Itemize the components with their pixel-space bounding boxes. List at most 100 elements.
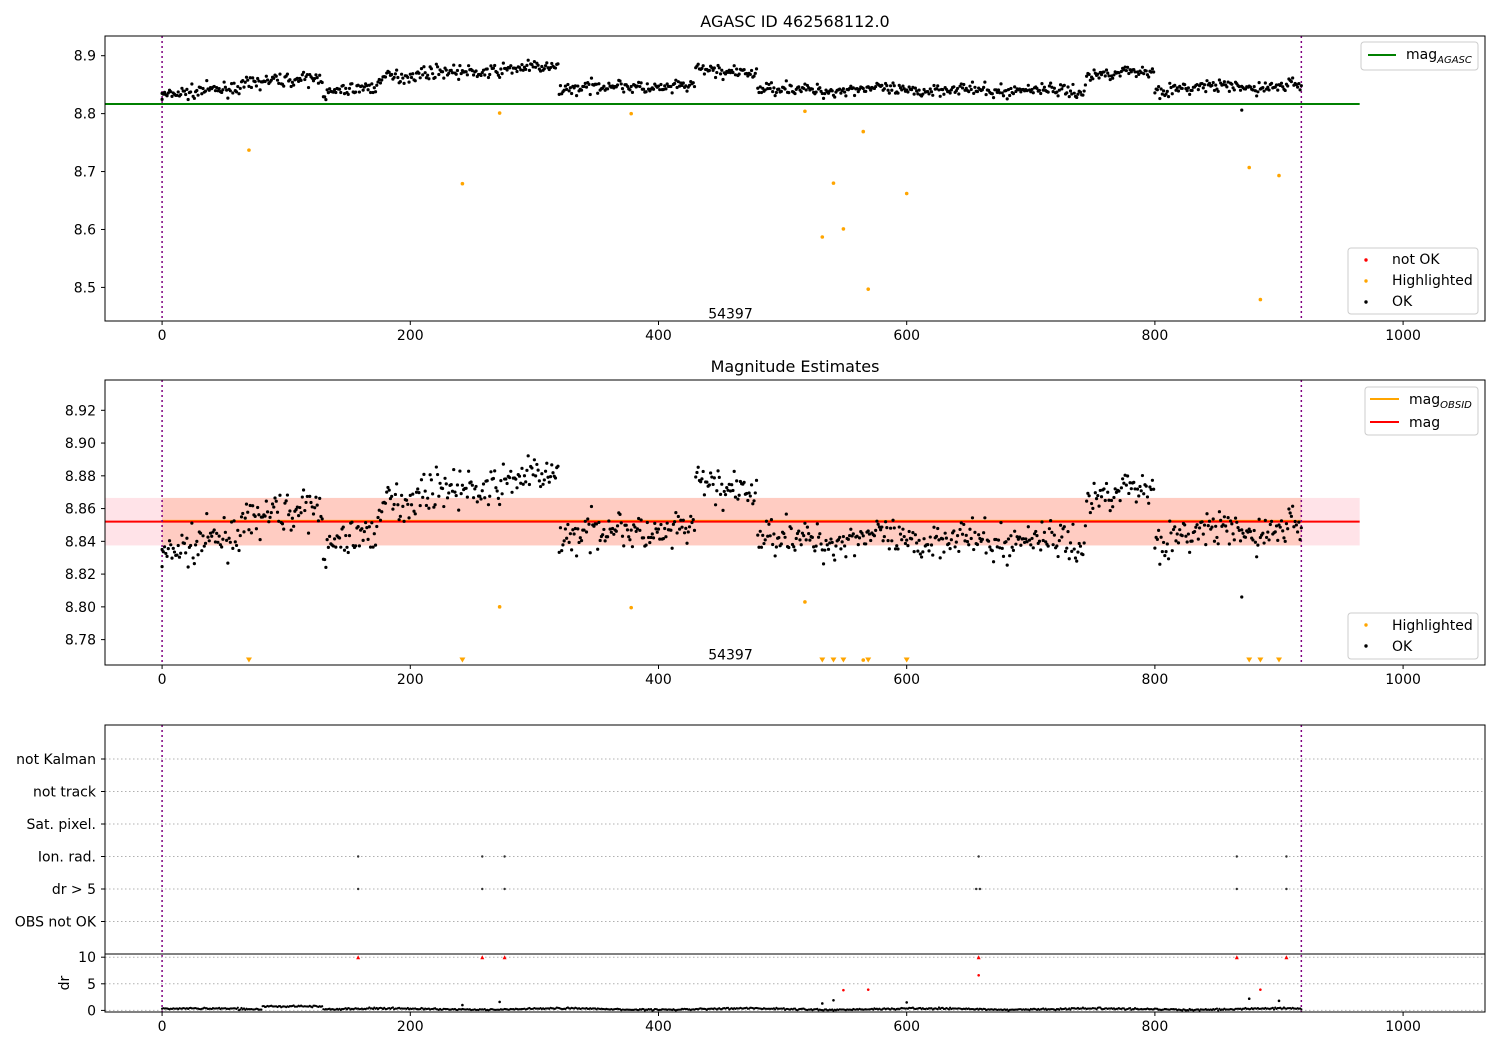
ok-point (429, 478, 433, 482)
ok-point (1185, 89, 1189, 93)
ok-point (278, 72, 282, 76)
ok-point (1286, 84, 1290, 88)
ok-point (702, 72, 707, 76)
ok-point (855, 534, 859, 538)
ok-point (377, 508, 381, 512)
ok-point (1066, 85, 1070, 89)
ok-point (1155, 537, 1159, 541)
ok-point (984, 92, 988, 97)
ok-point (825, 543, 829, 547)
ok-point (1085, 74, 1089, 78)
ok-point (236, 528, 240, 532)
ok-point (426, 73, 430, 77)
ok-point (980, 537, 984, 541)
ok-point (885, 84, 889, 88)
ok-point (253, 80, 257, 84)
ok-point (1117, 71, 1121, 75)
ok-point (1019, 543, 1023, 547)
ok-point (1052, 533, 1056, 537)
highlighted-point (861, 129, 866, 134)
dr-point (1277, 999, 1281, 1003)
ok-point (767, 82, 771, 87)
ok-point (1168, 519, 1172, 523)
ok-point (565, 536, 569, 540)
ok-point (1140, 473, 1145, 478)
ok-point (1230, 522, 1234, 526)
ok-point (449, 483, 453, 487)
ok-point (478, 494, 482, 498)
ok-point (246, 78, 250, 82)
ok-point (584, 85, 589, 89)
ok-point (735, 479, 739, 483)
ok-point (172, 550, 177, 554)
ok-point (761, 533, 765, 537)
legend-label: mag (1409, 392, 1440, 408)
ok-point (938, 94, 942, 98)
ok-point (408, 72, 412, 76)
ok-point (212, 528, 216, 532)
ok-point (531, 473, 535, 477)
legend-lower: not OK Highlighted OK (1347, 247, 1479, 315)
ok-point (936, 526, 940, 531)
highlighted-point (497, 605, 502, 609)
ok-point (737, 72, 741, 76)
dr-point (726, 1006, 730, 1009)
ok-point (1251, 88, 1255, 92)
ok-point (268, 515, 272, 519)
ok-point (192, 562, 196, 566)
flag-row-label: dr > 5 (52, 882, 96, 898)
ok-point (644, 90, 648, 94)
ok-point (773, 554, 777, 558)
ok-point (1183, 83, 1187, 87)
ok-point (594, 522, 599, 526)
ok-point (681, 81, 685, 85)
ok-point (361, 88, 365, 92)
ok-point (1056, 554, 1060, 559)
ok-point (1217, 78, 1222, 82)
ok-point (1071, 82, 1075, 87)
ok-point (254, 84, 259, 88)
ok-point (454, 493, 458, 498)
ok-point (975, 89, 980, 94)
ok-point (717, 66, 721, 70)
ok-point (331, 544, 335, 548)
ok-point (521, 68, 525, 72)
ok-point (1206, 524, 1210, 528)
ok-point (1049, 518, 1053, 523)
ok-point (872, 534, 877, 538)
ok-point (1106, 490, 1110, 494)
ok-point (677, 527, 682, 531)
ok-point (328, 534, 332, 538)
ok-point (789, 526, 793, 531)
ok-point (934, 534, 939, 538)
ok-point (237, 548, 241, 553)
ok-point (798, 538, 802, 542)
ok-point (509, 469, 513, 473)
ok-point (1124, 483, 1128, 487)
ok-point (1171, 527, 1176, 532)
agasc-magnitude-panel: AGASC ID 462568112.0 0 200 400 600 800 10008.… (74, 12, 1486, 344)
ok-point (1169, 85, 1173, 90)
ok-point (1274, 524, 1279, 528)
ok-point (1262, 89, 1266, 93)
ok-point (671, 522, 675, 526)
ok-point (960, 86, 965, 90)
ok-point (733, 495, 738, 499)
ok-point (876, 522, 880, 526)
ok-point (882, 534, 886, 539)
ok-point (659, 82, 663, 87)
ok-point (887, 91, 891, 95)
ok-point (320, 517, 324, 521)
ok-point (607, 519, 611, 523)
ok-point (1292, 525, 1296, 529)
ok-point (912, 550, 916, 554)
ok-point (619, 521, 623, 525)
ok-point (483, 496, 487, 500)
ok-point (820, 548, 824, 552)
ok-point (470, 483, 474, 487)
ok-point (354, 544, 358, 548)
ok-point (994, 537, 998, 542)
ok-point (757, 90, 761, 95)
ok-point (774, 545, 778, 549)
ok-point (810, 535, 814, 539)
